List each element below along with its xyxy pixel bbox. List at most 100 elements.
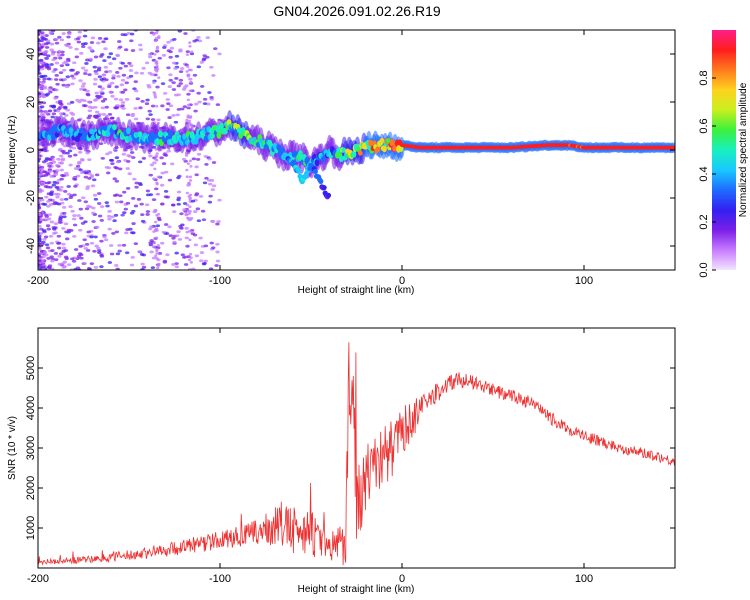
x-tick-label: 100 (575, 275, 593, 287)
spectrogram-noise-cell (72, 61, 77, 65)
spectrogram-noise-cell (193, 109, 198, 113)
spectrogram-noise-cell (38, 164, 41, 167)
spectrogram-noise-cell (58, 147, 63, 151)
spectrogram-noise-cell (207, 91, 212, 94)
spectrogram-noise-cell (171, 203, 176, 207)
spectrogram-noise-cell (118, 98, 124, 102)
spectrogram-noise-cell (171, 114, 176, 117)
spectrogram-noise-cell (71, 76, 76, 80)
spectrogram-noise-cell (41, 265, 46, 269)
spectrogram-noise-cell (87, 46, 92, 50)
spectrogram-noise-cell (94, 91, 99, 95)
spectrogram-noise-cell (48, 90, 53, 94)
spectrogram-ridge-cell (68, 127, 74, 134)
x-tick-label: -200 (27, 573, 49, 585)
spectrogram-noise-cell (93, 55, 99, 59)
spectrogram-noise-cell (107, 112, 113, 116)
spectrogram-noise-cell (180, 253, 185, 257)
spectrogram-noise-cell (155, 182, 159, 186)
spectrogram-noise-cell (149, 73, 155, 76)
spectrogram-noise-cell (187, 103, 191, 107)
spectrogram-noise-cell (43, 50, 49, 53)
spectrogram-noise-cell (39, 167, 45, 171)
spectrogram-noise-cell (186, 106, 191, 110)
spectrogram-noise-cell (159, 156, 164, 160)
spectrogram-noise-cell (186, 162, 191, 165)
spectrogram-noise-cell (79, 158, 85, 161)
spectrogram-noise-cell (73, 167, 79, 170)
spectrogram-noise-cell (99, 253, 104, 257)
spectrogram-noise-cell (152, 91, 156, 94)
spectrogram-noise-cell (139, 202, 144, 206)
spectrogram-noise-cell (125, 201, 131, 205)
spectrogram-noise-cell (100, 99, 106, 103)
spectrogram-noise-cell (92, 178, 97, 182)
spectrogram-noise-cell (188, 44, 192, 48)
spectrogram-noise-cell (185, 203, 190, 207)
x-tick-label: -200 (27, 275, 49, 287)
spectrogram-noise-cell (215, 103, 221, 107)
spectrogram-noise-cell (75, 98, 80, 102)
spectrogram-noise-cell (153, 220, 158, 224)
spectrogram-noise-cell (99, 90, 104, 94)
spectrogram-noise-cell (40, 181, 46, 185)
spectrogram-noise-cell (44, 42, 49, 46)
spectrogram-noise-cell (67, 149, 73, 153)
spectrogram-noise-cell (118, 45, 123, 49)
spectrogram-ridge-cell (112, 124, 117, 131)
spectrogram-noise-cell (84, 62, 89, 65)
spectrogram-noise-cell (94, 72, 99, 76)
spectrogram-noise-cell (141, 156, 147, 160)
spectrogram-ridge-cell (182, 133, 187, 141)
spectrogram-noise-cell (123, 88, 128, 92)
spectrogram-noise-cell (202, 262, 207, 265)
spectrogram-noise-cell (188, 252, 193, 256)
spectrogram-noise-cell (60, 149, 65, 153)
spectrogram-noise-cell (155, 214, 159, 217)
spectrogram-noise-cell (210, 188, 215, 192)
spectrogram-noise-cell (101, 112, 107, 116)
spectrogram-noise-cell (148, 154, 153, 158)
spectrogram-noise-cell (47, 164, 52, 168)
spectrogram-noise-cell (38, 150, 41, 154)
spectrogram-noise-cell (59, 154, 64, 158)
spectrogram-noise-cell (161, 162, 167, 166)
spectrogram-noise-cell (56, 246, 62, 250)
spectrogram-noise-cell (139, 71, 145, 75)
spectrogram-noise-cell (197, 39, 203, 43)
spectrogram-noise-cell (129, 64, 134, 68)
spectrogram-noise-cell (39, 218, 44, 222)
spectrogram-noise-cell (41, 255, 46, 259)
spectrogram-noise-cell (73, 184, 78, 188)
spectrogram-noise-cell (188, 77, 193, 81)
spectrogram-noise-cell (83, 200, 89, 204)
spectrogram-noise-cell (178, 82, 183, 85)
spectrogram-noise-cell (118, 194, 123, 198)
spectrogram-noise-cell (141, 66, 146, 70)
spectrogram-noise-cell (40, 81, 46, 85)
colorbar-gradient (712, 30, 736, 270)
spectrogram-noise-cell (47, 109, 53, 113)
spectrogram-noise-cell (150, 266, 156, 269)
spectrogram-noise-cell (185, 118, 189, 122)
spectrogram-noise-cell (130, 49, 136, 52)
spectrogram-noise-cell (45, 171, 50, 175)
spectrogram-noise-cell (206, 178, 212, 182)
spectrogram-noise-cell (64, 197, 69, 201)
spectrogram-noise-cell (193, 210, 198, 213)
spectrogram-noise-cell (112, 219, 117, 223)
spectrogram-noise-cell (202, 97, 208, 101)
spectrogram-noise-cell (52, 227, 57, 231)
spectrogram-noise-cell (204, 162, 209, 166)
spectrogram-noise-cell (59, 161, 65, 165)
spectrogram-noise-cell (80, 66, 86, 70)
spectrogram-noise-cell (117, 243, 122, 247)
spectrogram-noise-cell (155, 45, 160, 49)
spectrogram-noise-cell (87, 109, 93, 113)
spectrogram-noise-cell (183, 263, 189, 266)
spectrogram-noise-cell (188, 89, 192, 93)
spectrogram-noise-cell (120, 62, 126, 65)
spectrogram-noise-cell (53, 192, 59, 196)
spectrogram-noise-cell (49, 42, 55, 46)
spectrogram-noise-cell (117, 249, 122, 253)
